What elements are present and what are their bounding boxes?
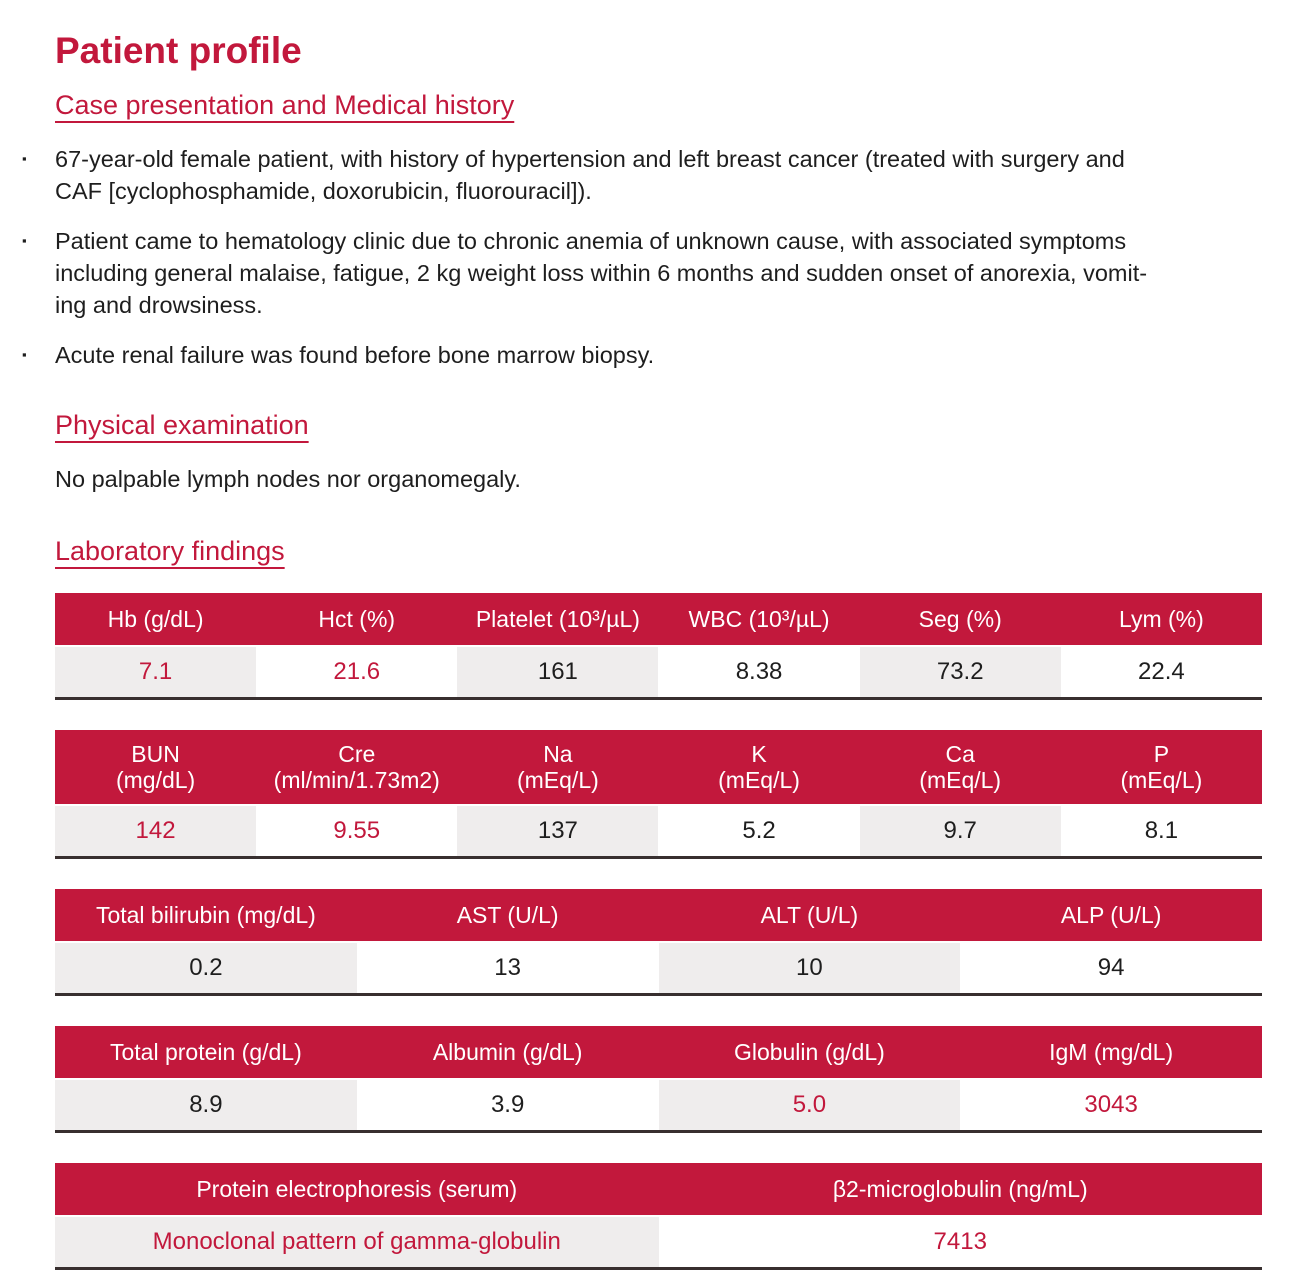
lab-value: 10	[658, 941, 961, 995]
section-laboratory-findings: Laboratory findings Hb (g/dL) Hct (%) Pl…	[55, 535, 1262, 1270]
column-header: β2-microglobulin (ng/mL)	[658, 1163, 1262, 1216]
table-value-row: Monoclonal pattern of gamma-globulin 741…	[55, 1215, 1262, 1269]
lab-value: 0.2	[55, 941, 357, 995]
lab-table-renal-electrolytes: BUN (mg/dL) Cre (ml/min/1.73m2) Na (mEq/…	[55, 730, 1262, 859]
table-header-row: Total protein (g/dL) Albumin (g/dL) Glob…	[55, 1026, 1262, 1079]
column-header: Hct (%)	[256, 593, 458, 646]
column-header: K (mEq/L)	[658, 730, 860, 805]
lab-value: 3.9	[356, 1078, 659, 1132]
column-header: ALP (U/L)	[960, 889, 1262, 942]
section-case-presentation: Case presentation and Medical history ▪ …	[22, 89, 1262, 371]
lab-value: 8.9	[55, 1078, 357, 1132]
column-header: Total bilirubin (mg/dL)	[55, 889, 357, 942]
lab-heading: Laboratory findings	[55, 536, 285, 566]
column-header: Platelet (10³/µL)	[457, 593, 659, 646]
column-header: Total protein (g/dL)	[55, 1026, 357, 1079]
lab-value: 142	[55, 804, 257, 858]
column-header: Cre (ml/min/1.73m2)	[256, 730, 458, 805]
lab-value: 9.7	[859, 804, 1061, 858]
lab-table-electrophoresis: Protein electrophoresis (serum) β2-micro…	[55, 1163, 1262, 1270]
lab-value: 8.38	[658, 645, 860, 699]
lab-value: 7413	[658, 1215, 1262, 1269]
lab-value: 94	[960, 941, 1262, 995]
lab-value: 22.4	[1060, 645, 1262, 699]
table-value-row: 142 9.55 137 5.2 9.7 8.1	[55, 804, 1262, 858]
column-header: AST (U/L)	[356, 889, 659, 942]
table-value-row: 0.2 13 10 94	[55, 941, 1262, 995]
lab-value: 73.2	[859, 645, 1061, 699]
column-header: Na (mEq/L)	[457, 730, 659, 805]
bullet-icon: ▪	[22, 151, 27, 166]
lab-value: 9.55	[256, 804, 458, 858]
lab-value: Monoclonal pattern of gamma-globulin	[55, 1215, 659, 1269]
lab-table-liver-function: Total bilirubin (mg/dL) AST (U/L) ALT (U…	[55, 889, 1262, 996]
bullet-icon: ▪	[22, 233, 27, 248]
lab-table-proteins: Total protein (g/dL) Albumin (g/dL) Glob…	[55, 1026, 1262, 1133]
bullet-text: Patient came to hematology clinic due to…	[55, 228, 1148, 318]
list-item: ▪ Patient came to hematology clinic due …	[22, 225, 1262, 321]
bullet-text: Acute renal failure was found before bon…	[55, 342, 655, 368]
lab-value: 7.1	[55, 645, 257, 699]
lab-value: 13	[356, 941, 659, 995]
column-header: Ca (mEq/L)	[859, 730, 1061, 805]
table-header-row: Total bilirubin (mg/dL) AST (U/L) ALT (U…	[55, 889, 1262, 942]
column-header: Hb (g/dL)	[55, 593, 257, 646]
table-header-row: BUN (mg/dL) Cre (ml/min/1.73m2) Na (mEq/…	[55, 730, 1262, 805]
page-title: Patient profile	[55, 30, 302, 71]
bullet-text: 67-year-old female patient, with history…	[55, 146, 1125, 204]
lab-value: 137	[457, 804, 659, 858]
lab-value: 21.6	[256, 645, 458, 699]
list-item: ▪ 67-year-old female patient, with histo…	[22, 143, 1262, 207]
table-value-row: 7.1 21.6 161 8.38 73.2 22.4	[55, 645, 1262, 699]
column-header: Albumin (g/dL)	[356, 1026, 659, 1079]
column-header: Lym (%)	[1060, 593, 1262, 646]
column-header: P (mEq/L)	[1060, 730, 1262, 805]
lab-value: 5.0	[658, 1078, 961, 1132]
column-header: Globulin (g/dL)	[658, 1026, 961, 1079]
physical-finding-text: No palpable lymph nodes nor organomegaly…	[55, 466, 521, 492]
lab-value: 3043	[960, 1078, 1262, 1132]
lab-value: 161	[457, 645, 659, 699]
case-heading: Case presentation and Medical history	[55, 90, 515, 120]
bullet-icon: ▪	[22, 347, 27, 362]
lab-value: 5.2	[658, 804, 860, 858]
list-item: ▪ Acute renal failure was found before b…	[22, 339, 1262, 371]
case-bullet-list: ▪ 67-year-old female patient, with histo…	[22, 143, 1262, 371]
column-header: Seg (%)	[859, 593, 1061, 646]
table-header-row: Protein electrophoresis (serum) β2-micro…	[55, 1163, 1262, 1216]
column-header: ALT (U/L)	[658, 889, 961, 942]
column-header: Protein electrophoresis (serum)	[55, 1163, 659, 1216]
table-value-row: 8.9 3.9 5.0 3043	[55, 1078, 1262, 1132]
table-header-row: Hb (g/dL) Hct (%) Platelet (10³/µL) WBC …	[55, 593, 1262, 646]
column-header: IgM (mg/dL)	[960, 1026, 1262, 1079]
physical-heading: Physical examination	[55, 410, 309, 440]
column-header: BUN (mg/dL)	[55, 730, 257, 805]
lab-value: 8.1	[1060, 804, 1262, 858]
section-physical-examination: Physical examination No palpable lymph n…	[55, 409, 1262, 495]
lab-table-complete-blood-count: Hb (g/dL) Hct (%) Platelet (10³/µL) WBC …	[55, 593, 1262, 700]
column-header: WBC (10³/µL)	[658, 593, 860, 646]
